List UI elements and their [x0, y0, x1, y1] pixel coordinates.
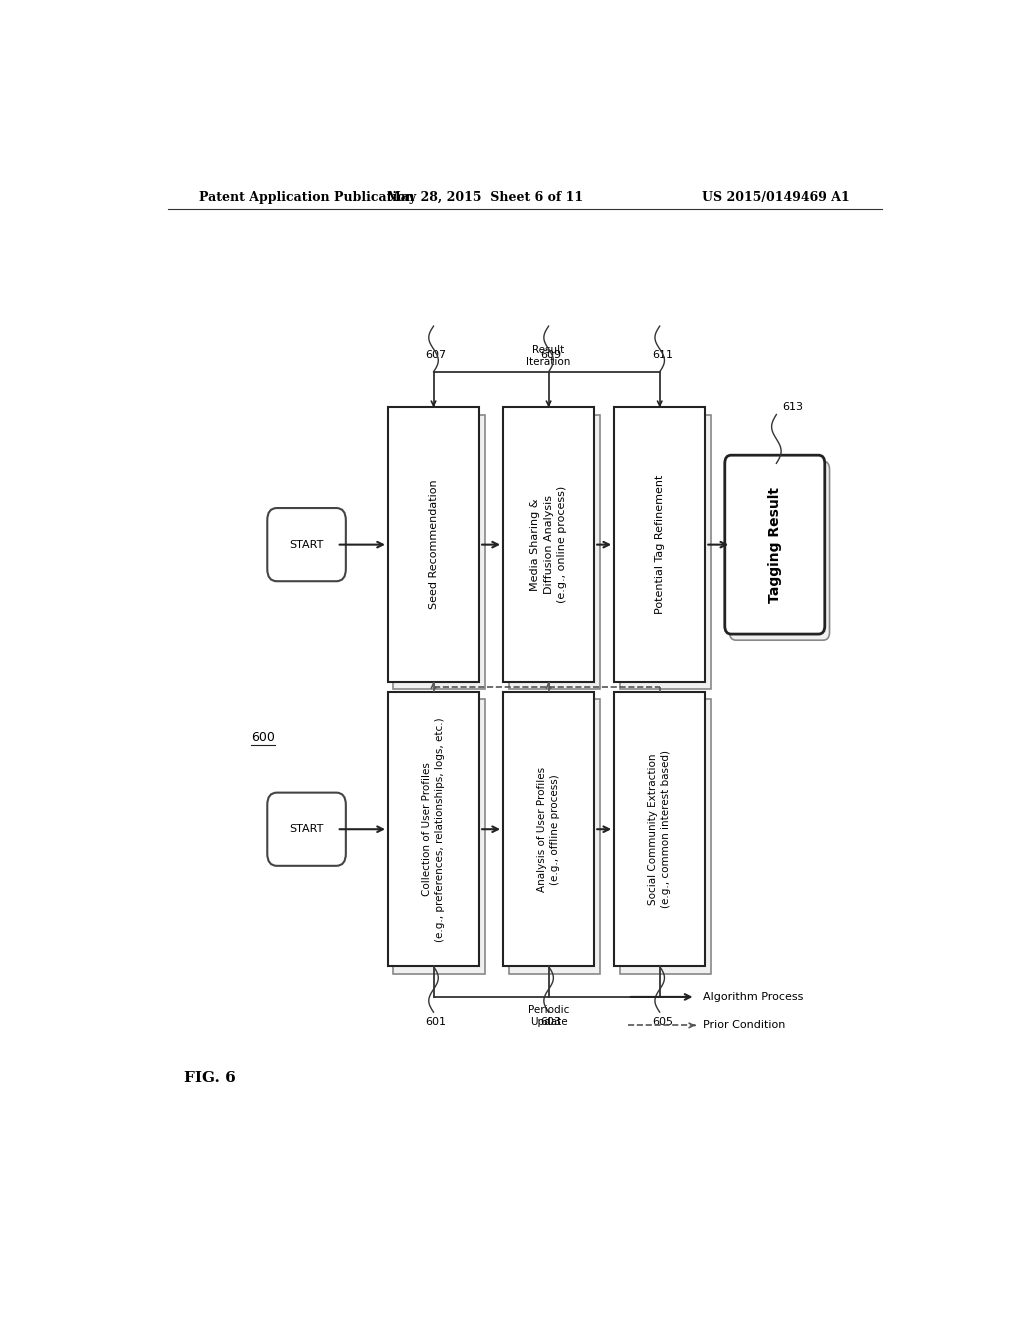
- Text: Seed Recommendation: Seed Recommendation: [428, 479, 438, 610]
- Text: Prior Condition: Prior Condition: [703, 1020, 785, 1031]
- Text: Collection of User Profiles
(e.g., preferences, relationships, logs, etc.): Collection of User Profiles (e.g., prefe…: [422, 717, 445, 941]
- Text: Tagging Result: Tagging Result: [768, 487, 781, 603]
- Bar: [614, 692, 706, 966]
- Text: May 28, 2015  Sheet 6 of 11: May 28, 2015 Sheet 6 of 11: [387, 190, 584, 203]
- Bar: [393, 700, 484, 974]
- Bar: [503, 408, 594, 682]
- Bar: [509, 700, 600, 974]
- Text: 613: 613: [782, 403, 804, 412]
- Text: 601: 601: [426, 1018, 446, 1027]
- FancyBboxPatch shape: [725, 455, 824, 634]
- Bar: [509, 414, 600, 689]
- Text: 611: 611: [652, 350, 673, 359]
- Text: Periodic
Update: Periodic Update: [528, 1005, 569, 1027]
- Text: 607: 607: [426, 350, 446, 359]
- Text: US 2015/0149469 A1: US 2015/0149469 A1: [702, 190, 850, 203]
- FancyBboxPatch shape: [267, 792, 346, 866]
- FancyBboxPatch shape: [267, 508, 346, 581]
- Text: 603: 603: [541, 1018, 562, 1027]
- Text: START: START: [290, 824, 324, 834]
- Text: START: START: [290, 540, 324, 549]
- Text: Social Community Extraction
(e.g., common interest based): Social Community Extraction (e.g., commo…: [648, 750, 672, 908]
- Text: Media Sharing &
Diffusion Analysis
(e.g., online process): Media Sharing & Diffusion Analysis (e.g.…: [530, 486, 567, 603]
- Bar: [388, 692, 479, 966]
- Text: 605: 605: [652, 1018, 673, 1027]
- Text: 609: 609: [541, 350, 562, 359]
- Bar: [503, 692, 594, 966]
- Text: Result
Iteration: Result Iteration: [526, 345, 570, 367]
- Text: Algorithm Process: Algorithm Process: [703, 991, 804, 1002]
- Text: FIG. 6: FIG. 6: [183, 1072, 236, 1085]
- Text: Analysis of User Profiles
(e.g., offline process): Analysis of User Profiles (e.g., offline…: [537, 767, 560, 892]
- Bar: [614, 408, 706, 682]
- Bar: [393, 414, 484, 689]
- Bar: [620, 700, 711, 974]
- Text: 600: 600: [251, 731, 274, 744]
- Bar: [620, 414, 711, 689]
- Text: Potential Tag Refinement: Potential Tag Refinement: [654, 475, 665, 614]
- Text: Patent Application Publication: Patent Application Publication: [200, 190, 415, 203]
- FancyBboxPatch shape: [729, 461, 829, 640]
- Bar: [388, 408, 479, 682]
